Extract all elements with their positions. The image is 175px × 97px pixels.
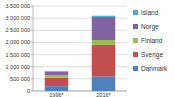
bar-segment (92, 40, 116, 45)
tick-label: 3 000 000 (6, 15, 30, 21)
tick-label: 3 500 000 (6, 3, 30, 9)
legend-label: Finland (141, 37, 163, 44)
chart-root: 0 500 000 1 000 000 1 500 000 2 000 000 2 500… (0, 0, 175, 97)
tick-label: 2 500 000 (6, 27, 30, 33)
bar-segment (92, 45, 116, 77)
legend-swatch (133, 10, 138, 15)
legend-label: Norge (141, 23, 159, 31)
bar-segment (45, 86, 69, 91)
tick-label: 500 000 (10, 76, 30, 82)
bar-segment (92, 76, 116, 91)
category-label: 2016* (96, 92, 111, 97)
tick-label: 1 500 000 (6, 52, 30, 58)
legend-swatch (133, 38, 138, 43)
bar-segment (45, 71, 69, 72)
bar-segment (45, 78, 69, 87)
legend-swatch (133, 24, 138, 29)
category-label: 1996* (49, 92, 64, 97)
tick-label: 1 000 000 (6, 64, 30, 70)
y-axis (33, 6, 34, 91)
tick-label: 0 (27, 88, 30, 94)
legend-label: Danmark (141, 65, 168, 72)
bar-segment (45, 75, 69, 77)
chart: 0 500 000 1 000 000 1 500 000 2 000 000 2 500… (0, 0, 175, 97)
legend-swatch (133, 52, 138, 57)
bar-segment (45, 72, 69, 76)
bar-segment (92, 17, 116, 40)
bar-segment (92, 16, 116, 17)
bars (45, 16, 116, 91)
grid-line (33, 6, 127, 7)
tick-label: 2 000 000 (6, 39, 30, 45)
legend-label: Island (141, 9, 159, 16)
legend-label: Sverige (141, 51, 163, 59)
legend-swatch (133, 66, 138, 71)
